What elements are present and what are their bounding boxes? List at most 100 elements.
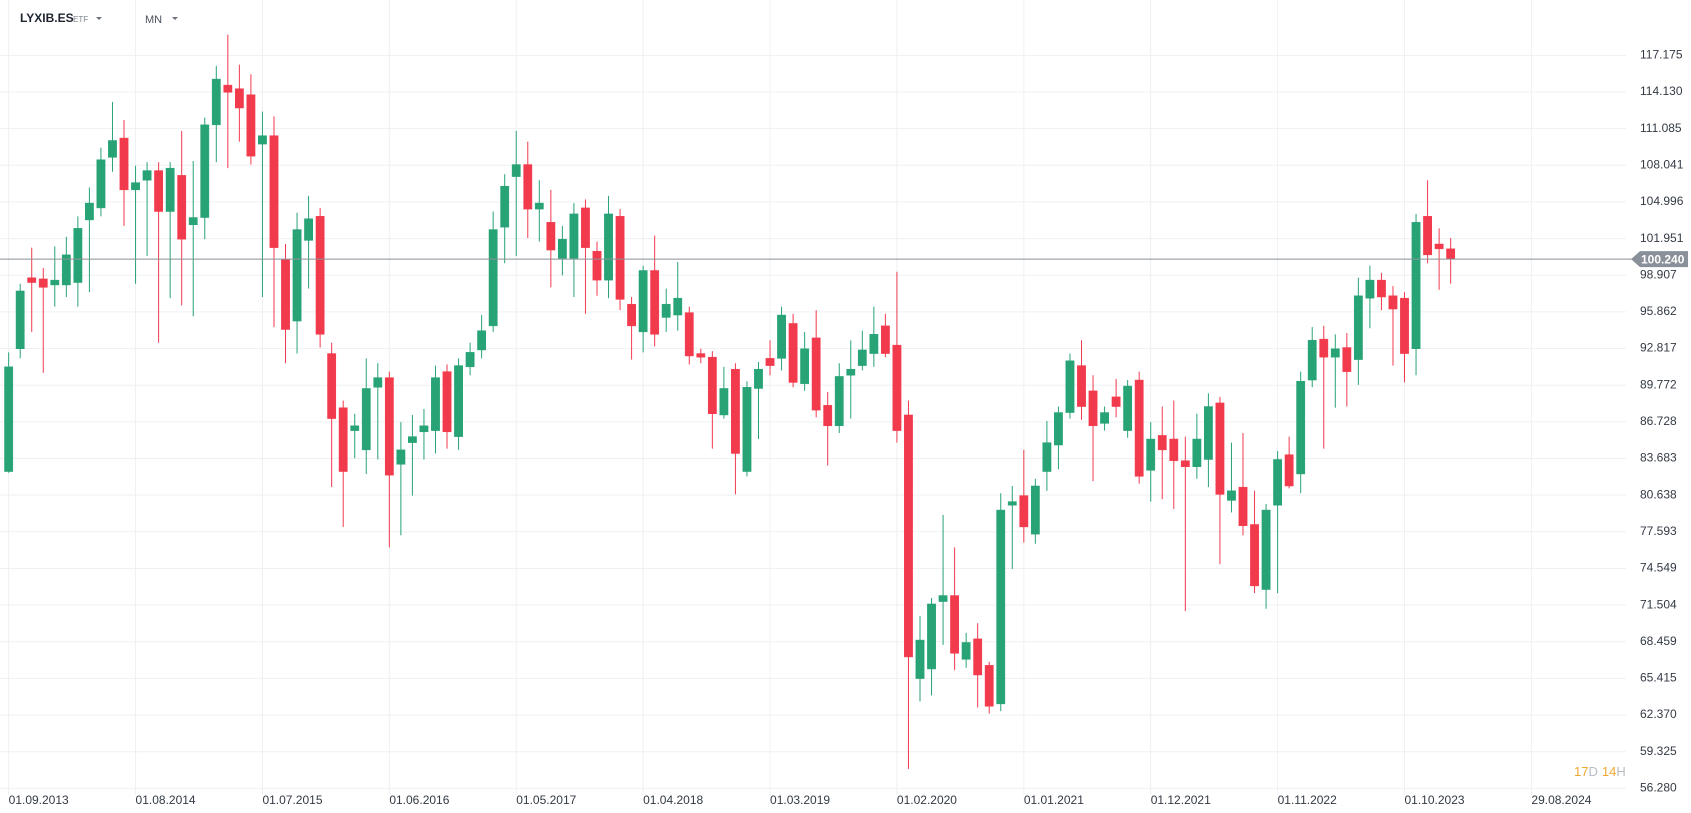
symbol[interactable]: LYXIB.ES: [20, 11, 74, 25]
candle-body: [73, 228, 83, 283]
candle-body: [373, 377, 383, 388]
candle-body: [61, 254, 71, 286]
asset-type: ETF: [73, 15, 88, 24]
candle-body: [742, 387, 752, 472]
candle-body: [627, 303, 636, 327]
candle-body: [765, 358, 775, 366]
candles: [4, 34, 1456, 769]
countdown-hours: 14: [1602, 764, 1616, 779]
last-price-label: 100.240: [1641, 252, 1685, 266]
candle-body: [269, 135, 279, 248]
candle-body: [211, 78, 221, 126]
candle-body: [27, 277, 37, 283]
candle-body: [788, 323, 798, 383]
candle-body: [500, 185, 510, 228]
candle-body: [454, 365, 463, 437]
candle-body: [684, 312, 694, 357]
candle-body: [154, 170, 164, 212]
y-tick-label: 114.130: [1640, 84, 1683, 98]
candle-body: [638, 270, 648, 333]
candle-body: [1146, 438, 1156, 471]
y-tick-label: 71.504: [1640, 597, 1677, 611]
candle-body: [1203, 406, 1213, 460]
last-price-tag: [1631, 251, 1688, 268]
candle-body: [569, 213, 579, 259]
candle-body: [85, 202, 94, 221]
candle-body: [880, 325, 890, 354]
candle-body: [1030, 485, 1040, 535]
candle-body: [442, 371, 452, 433]
y-tick-label: 95.862: [1640, 304, 1677, 318]
candle-body: [800, 348, 810, 384]
candle-body: [1042, 442, 1052, 472]
candle-body: [696, 353, 706, 358]
candle-body: [1342, 347, 1352, 372]
candle-body: [892, 344, 902, 431]
candle-body: [1400, 297, 1409, 354]
candle-body: [1434, 243, 1444, 250]
candle-body: [1019, 495, 1029, 528]
timeframe[interactable]: MN: [145, 14, 162, 26]
candle-body: [1065, 360, 1075, 413]
countdown-day-unit: D: [1588, 764, 1597, 779]
x-tick-label: 01.02.2020: [897, 793, 957, 807]
candle-body: [292, 229, 302, 322]
y-tick-label: 83.683: [1640, 451, 1677, 465]
x-tick-label: 01.09.2013: [9, 793, 69, 807]
candle-body: [546, 222, 556, 251]
candle-body: [1377, 279, 1386, 298]
candle-body: [1215, 402, 1225, 495]
candle-body: [361, 388, 371, 451]
candle-body: [396, 449, 406, 465]
candle-body: [915, 639, 925, 679]
candle-body: [108, 140, 117, 158]
candle-body: [846, 368, 856, 376]
candle-body: [1273, 459, 1283, 506]
y-tick-label: 101.951: [1640, 231, 1684, 245]
candle-body: [904, 414, 913, 658]
candle-body: [754, 368, 763, 389]
countdown-days: 17: [1574, 764, 1588, 779]
y-tick-label: 86.728: [1640, 414, 1677, 428]
candle-body: [1180, 460, 1190, 467]
candle-body: [673, 297, 683, 316]
symbol-dropdown[interactable]: [96, 17, 102, 20]
candle-body: [1365, 279, 1375, 299]
candle-body: [927, 603, 936, 670]
y-tick-label: 117.175: [1640, 47, 1683, 61]
y-tick-label: 92.817: [1640, 341, 1677, 355]
y-tick-label: 104.996: [1640, 194, 1684, 208]
candle-body: [719, 388, 729, 416]
candle-body: [350, 425, 360, 431]
candle-body: [246, 94, 256, 157]
candle-body: [615, 216, 625, 300]
candle-body: [465, 352, 475, 368]
y-tick-label: 59.325: [1640, 744, 1677, 758]
y-tick-label: 98.907: [1640, 267, 1677, 281]
candle-body: [592, 250, 602, 281]
candle-body: [938, 595, 948, 602]
timeframe-dropdown[interactable]: [172, 17, 178, 20]
candle-body: [488, 229, 498, 327]
candle-body: [523, 164, 533, 210]
candle-body: [1261, 509, 1271, 590]
candle-body: [869, 334, 879, 354]
candle-body: [1388, 295, 1398, 310]
candle-body: [38, 278, 48, 288]
y-tick-label: 80.638: [1640, 487, 1677, 501]
candle-body: [834, 376, 844, 427]
candle-body: [281, 259, 290, 330]
candle-body: [707, 356, 717, 415]
x-tick-label: 01.06.2016: [389, 793, 449, 807]
x-tick-label: 01.12.2021: [1151, 793, 1211, 807]
axes: 117.175 114.130 111.085 108.041 104.996 101.9…: [0, 47, 1688, 807]
candle-body: [1296, 380, 1306, 475]
candle-body: [338, 407, 348, 472]
x-tick-label: 01.03.2019: [770, 793, 830, 807]
header[interactable]: LYXIB.ES ETF MN: [20, 11, 178, 26]
x-tick-label: 01.08.2014: [136, 793, 196, 807]
x-tick-label: 01.05.2017: [516, 793, 576, 807]
candle-body: [1319, 338, 1329, 358]
candle-body: [1284, 454, 1294, 487]
